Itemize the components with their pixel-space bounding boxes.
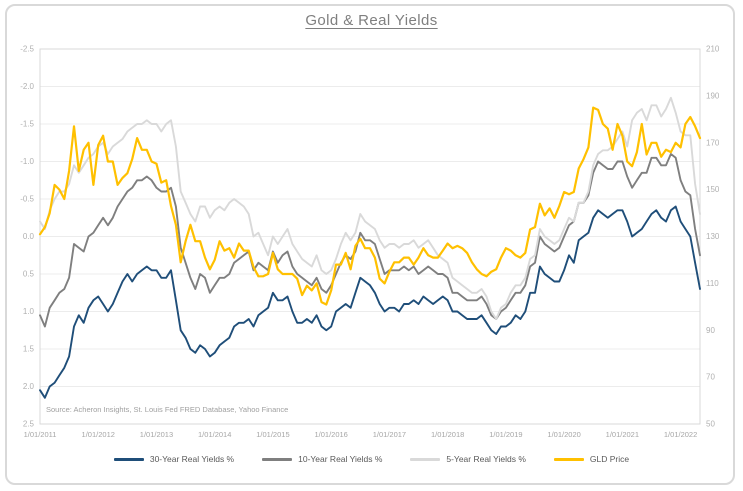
x-axis-tick-label: 1/01/2019 — [489, 430, 522, 439]
legend-item: 30-Year Real Yields % — [113, 454, 235, 464]
x-axis-tick-label: 1/01/2011 — [24, 430, 57, 439]
left-axis-tick-label: -1.0 — [20, 157, 34, 166]
left-axis-tick-label: -2.0 — [20, 82, 34, 91]
legend-item: 5-Year Real Yields % — [410, 454, 526, 464]
right-axis-tick-label: 50 — [706, 420, 715, 429]
legend-line-swatch — [553, 457, 584, 461]
legend-label: 10-Year Real Yields % — [298, 454, 383, 464]
x-axis-tick-label: 1/01/2022 — [664, 430, 697, 439]
legend-label: 30-Year Real Yields % — [149, 454, 235, 464]
left-axis-tick-label: 1.5 — [23, 345, 35, 354]
right-axis-tick-label: 90 — [706, 326, 715, 335]
x-axis-tick-label: 1/01/2018 — [431, 430, 464, 439]
left-axis-tick-label: 2.5 — [23, 420, 35, 429]
right-axis-tick-label: 150 — [706, 185, 720, 194]
legend-label: GLD Price — [589, 454, 630, 464]
left-axis-tick-label: 0.0 — [23, 232, 35, 241]
x-axis-tick-label: 1/01/2013 — [140, 430, 173, 439]
legend-item: GLD Price — [553, 454, 630, 464]
legend-label: 5-Year Real Yields % — [446, 454, 526, 464]
legend-line-swatch — [410, 457, 441, 461]
x-axis-tick-label: 1/01/2012 — [82, 430, 115, 439]
x-axis-tick-label: 1/01/2020 — [547, 430, 580, 439]
right-axis-tick-label: 110 — [706, 279, 719, 288]
left-axis-tick-label: -0.5 — [20, 195, 34, 204]
x-axis-tick-label: 1/01/2015 — [256, 430, 289, 439]
series-line-5-year-real-yields — [39, 96, 701, 320]
series-line-10-year-real-yields — [39, 153, 701, 328]
right-axis-tick-label: 210 — [706, 45, 720, 54]
legend-line-swatch — [262, 457, 293, 461]
source-note: Source: Acheron Insights, St. Louis Fed … — [46, 405, 289, 414]
left-axis-tick-label: 1.0 — [23, 307, 35, 316]
x-axis-tick-label: 1/01/2016 — [314, 430, 347, 439]
x-axis-tick-label: 1/01/2021 — [606, 430, 639, 439]
right-axis-tick-label: 130 — [706, 232, 720, 241]
x-axis-tick-label: 1/01/2017 — [373, 430, 406, 439]
left-axis-tick-label: 2.0 — [23, 382, 35, 391]
chart-legend: 30-Year Real Yields % 10-Year Real Yields… — [0, 454, 743, 464]
right-axis-tick-label: 170 — [706, 138, 720, 147]
series-line-30-year-real-yields — [39, 205, 701, 399]
chart-card — [5, 4, 735, 485]
chart-title: Gold & Real Yields — [305, 12, 438, 29]
legend-line-swatch — [113, 457, 144, 461]
legend-item: 10-Year Real Yields % — [262, 454, 382, 464]
left-axis-tick-label: -2.5 — [20, 45, 34, 54]
x-axis-tick-label: 1/01/2014 — [198, 430, 231, 439]
right-axis-tick-label: 190 — [706, 91, 720, 100]
right-axis-tick-label: 70 — [706, 373, 715, 382]
plot-border — [39, 48, 701, 425]
series-line-gld-price — [38, 106, 702, 306]
left-axis-tick-label: -1.5 — [20, 120, 34, 129]
left-axis-tick-label: 0.5 — [23, 270, 35, 279]
